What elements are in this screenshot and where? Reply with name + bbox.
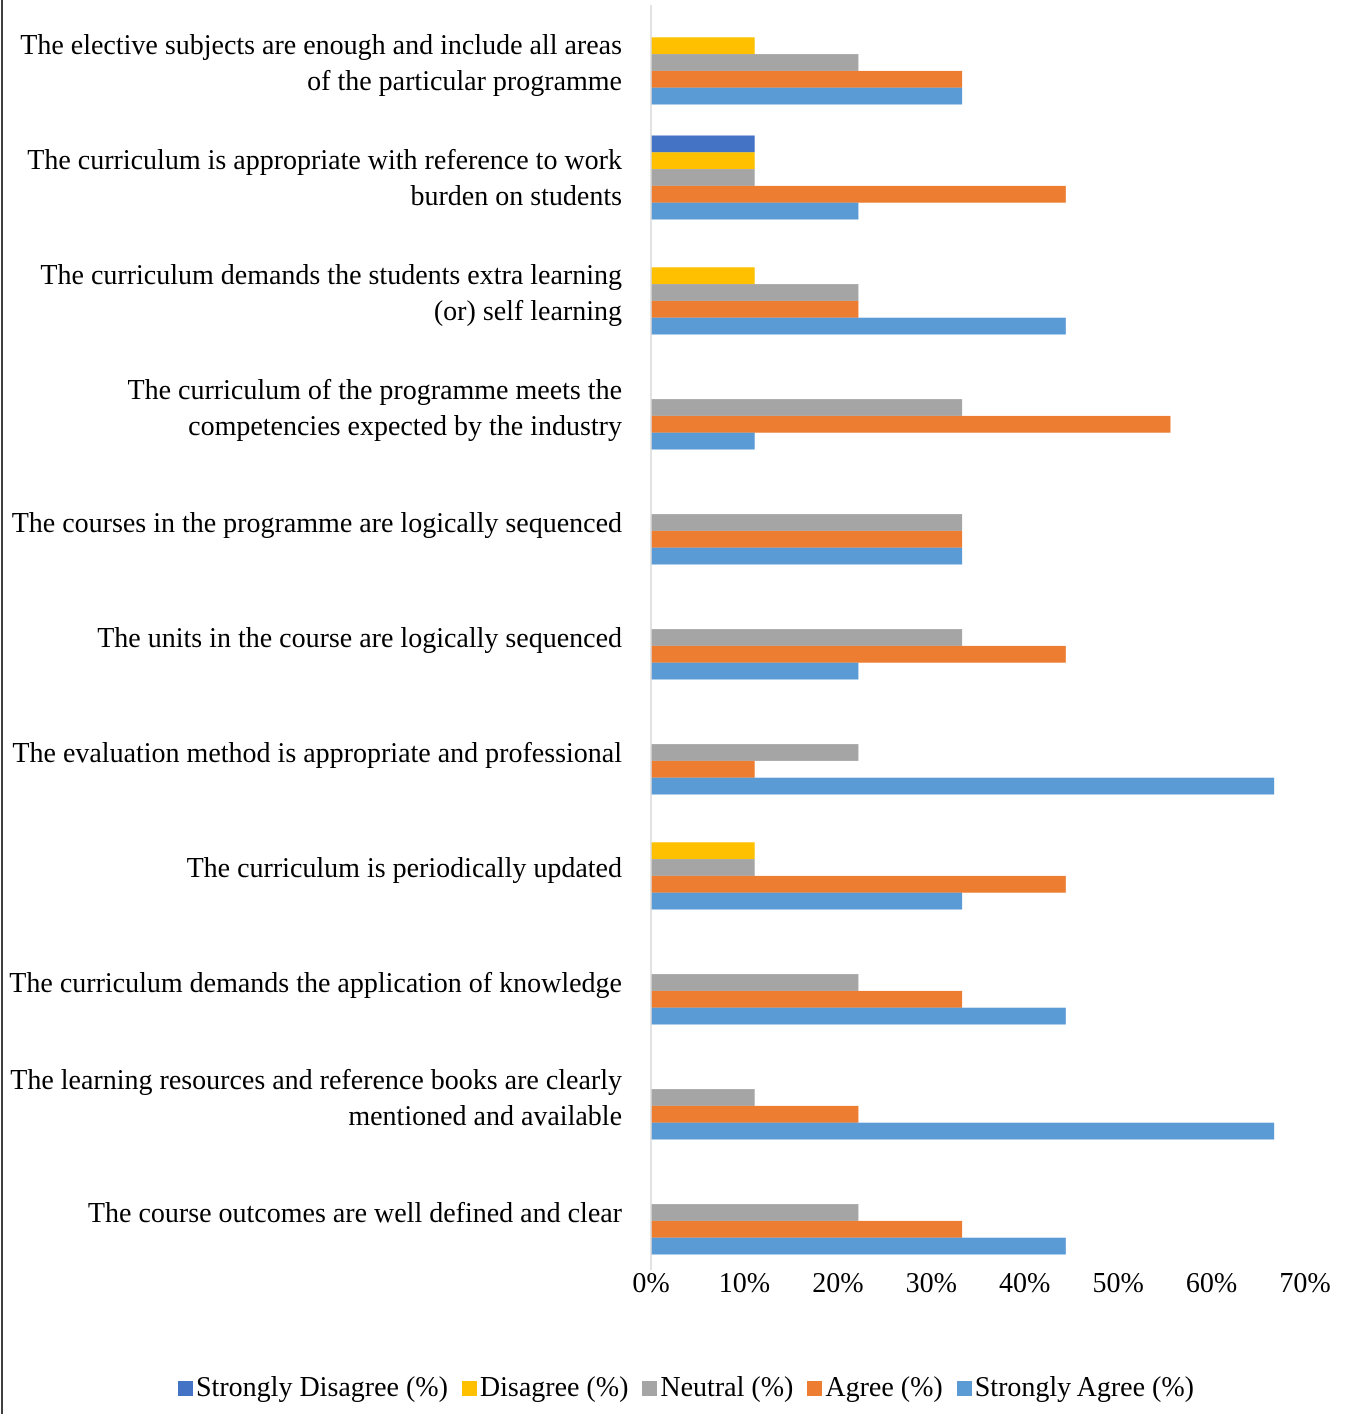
- x-tick-label: 50%: [1092, 1268, 1143, 1299]
- x-tick-label: 40%: [999, 1268, 1050, 1299]
- bar: [651, 317, 1066, 335]
- category-label: The elective subjects are enough and inc…: [20, 29, 622, 97]
- category-label: The courses in the programme are logical…: [11, 507, 622, 539]
- legend-item: Strongly Disagree (%): [177, 1372, 448, 1404]
- category-label: The learning resources and reference boo…: [10, 1064, 622, 1132]
- bar: [651, 990, 963, 1008]
- x-tick-label: 60%: [1186, 1268, 1237, 1299]
- bar: [651, 300, 859, 318]
- bar: [651, 777, 1275, 795]
- bar: [651, 842, 755, 860]
- bar: [651, 70, 963, 88]
- legend-item: Neutral (%): [642, 1372, 793, 1404]
- bar: [651, 875, 1066, 893]
- category-label: The curriculum demands the students extr…: [40, 259, 622, 327]
- x-tick-label: 0%: [632, 1268, 669, 1299]
- legend-label: Strongly Agree (%): [974, 1372, 1195, 1403]
- bar: [651, 662, 859, 680]
- legend-swatch: [461, 1380, 477, 1396]
- legend-item: Agree (%): [807, 1372, 943, 1404]
- bar: [651, 169, 755, 186]
- bar: [651, 744, 859, 761]
- category-label: The course outcomes are well defined and…: [87, 1197, 622, 1229]
- bar: [651, 54, 859, 71]
- bar: [651, 1204, 859, 1221]
- bar: [651, 1105, 859, 1123]
- category-label: The curriculum of the programme meets th…: [127, 374, 622, 442]
- category-label: The curriculum demands the application o…: [9, 967, 622, 999]
- legend-swatch: [642, 1380, 658, 1396]
- bar: [651, 267, 755, 285]
- bar: [651, 859, 755, 876]
- category-label: The units in the course are logically se…: [97, 622, 622, 654]
- bar: [651, 202, 859, 220]
- bar: [651, 87, 963, 105]
- legend-swatch: [807, 1380, 823, 1396]
- legend-item: Disagree (%): [461, 1372, 629, 1404]
- legend-swatch: [177, 1380, 193, 1396]
- bar: [651, 892, 963, 910]
- legend-item: Strongly Agree (%): [956, 1372, 1195, 1404]
- bar: [651, 284, 859, 301]
- bar: [651, 629, 963, 646]
- bar: [651, 1007, 1066, 1025]
- bar: [651, 415, 1171, 433]
- bar: [651, 760, 755, 778]
- category-label: The evaluation method is appropriate and…: [12, 737, 622, 769]
- bar: [651, 1122, 1275, 1140]
- legend-label: Agree (%): [825, 1372, 943, 1403]
- legend-swatch: [956, 1380, 972, 1396]
- bar: [651, 514, 963, 531]
- x-tick-label: 70%: [1279, 1268, 1330, 1299]
- bar: [651, 645, 1066, 663]
- legend-label: Neutral (%): [660, 1372, 794, 1403]
- bar: [651, 530, 963, 548]
- x-tick-label: 10%: [719, 1268, 770, 1299]
- bar: [651, 1089, 755, 1106]
- bar: [651, 37, 755, 55]
- x-tick-label: 30%: [906, 1268, 957, 1299]
- legend: Strongly Disagree (%) Disagree (%) Neutral…: [0, 1372, 1348, 1404]
- x-tick-label: 20%: [812, 1268, 863, 1299]
- bar: [651, 974, 859, 991]
- bar: [651, 1237, 1066, 1255]
- bar: [651, 432, 755, 450]
- legend-label: Strongly Disagree (%): [195, 1372, 448, 1403]
- bar: [651, 1220, 963, 1238]
- bar: [651, 399, 963, 416]
- bar: [651, 152, 755, 170]
- bar: [651, 547, 963, 565]
- legend-label: Disagree (%): [479, 1372, 629, 1403]
- bar: [651, 185, 1066, 203]
- category-label: The curriculum is periodically updated: [186, 852, 622, 884]
- bar: [651, 135, 755, 153]
- category-label: The curriculum is appropriate with refer…: [27, 144, 622, 212]
